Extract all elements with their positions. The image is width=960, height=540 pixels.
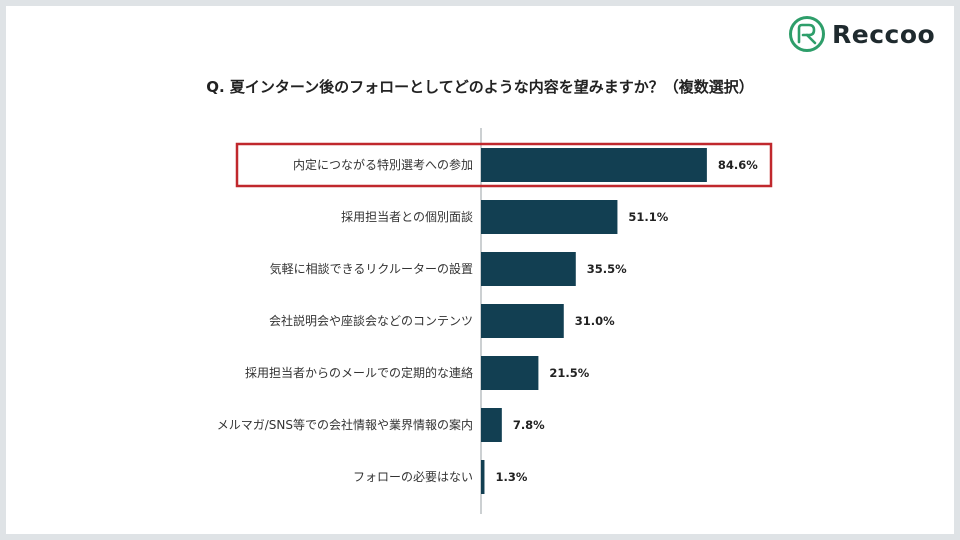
bar-2 (481, 252, 576, 286)
question-title: Q. 夏インターン後のフォローとしてどのような内容を望みますか？（複数選択） (206, 78, 754, 96)
highlight-box (235, 142, 773, 188)
bar-0 (481, 148, 707, 182)
slide (6, 6, 954, 534)
bar-5 (481, 408, 502, 442)
value-label-4: 21.5% (549, 366, 589, 380)
value-label-2: 35.5% (587, 262, 627, 276)
logo: Reccoo (788, 14, 935, 54)
category-label-1: 採用担当者との個別面談 (341, 209, 473, 224)
category-label-5: メルマガ/SNS等での会社情報や業界情報の案内 (217, 417, 473, 432)
category-label-6: フォローの必要はない (353, 470, 473, 484)
category-label-3: 会社説明会や座談会などのコンテンツ (269, 313, 473, 328)
value-label-0: 84.6% (718, 158, 758, 172)
value-label-6: 1.3% (495, 470, 527, 484)
value-label-5: 7.8% (513, 418, 545, 432)
bar-4 (481, 356, 539, 390)
value-label-3: 31.0% (575, 314, 615, 328)
reccoo-logo-icon (789, 16, 825, 52)
category-label-4: 採用担当者からのメールでの定期的な連絡 (245, 365, 473, 380)
logo-text: Reccoo (832, 19, 936, 49)
bar-6 (481, 460, 485, 494)
bar-3 (481, 304, 564, 338)
bar-1 (481, 200, 618, 234)
category-label-0: 内定につながる特別選考への参加 (293, 157, 473, 172)
category-label-2: 気軽に相談できるリクルーターの設置 (270, 261, 473, 276)
value-label-1: 51.1% (628, 210, 668, 224)
